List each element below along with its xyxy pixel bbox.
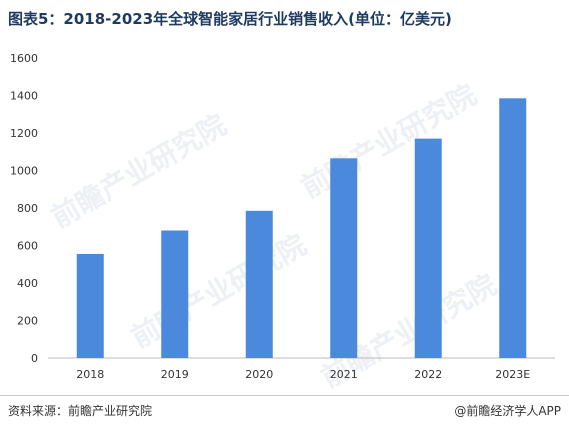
y-tick-label: 1600: [10, 52, 38, 65]
chart-title: 图表5：2018-2023年全球智能家居行业销售收入(单位：亿美元): [8, 10, 452, 28]
footer-divider: [0, 395, 569, 396]
bar-2021: [330, 158, 358, 358]
bar-2020: [245, 210, 273, 358]
y-tick-label: 1400: [10, 90, 38, 103]
bar-2018: [76, 253, 104, 358]
chart-area: 0 200 400 600 800 1000 1200 1400 1600 2018 2019 202…: [0, 40, 569, 390]
y-tick-label: 800: [17, 202, 38, 215]
bar-2022: [414, 138, 442, 358]
bar-chart: 0 200 400 600 800 1000 1200 1400 1600 2018 2019 202…: [10, 52, 555, 381]
y-tick-label: 0: [31, 352, 38, 365]
y-tick-label: 600: [17, 240, 38, 253]
x-tick-label: 2020: [245, 368, 273, 381]
brand-credit: @前瞻经济学人APP: [454, 404, 561, 418]
x-tick-label: 2022: [414, 368, 442, 381]
x-tick-label: 2019: [161, 368, 189, 381]
y-tick-label: 1000: [10, 165, 38, 178]
y-tick-label: 400: [17, 277, 38, 290]
x-tick-label: 2018: [76, 368, 104, 381]
source-note: 资料来源：前瞻产业研究院: [8, 404, 153, 418]
y-tick-label: 200: [17, 315, 38, 328]
x-tick-label: 2023E: [495, 368, 530, 381]
bar-2023E: [499, 98, 527, 358]
x-tick-label: 2021: [330, 368, 358, 381]
y-tick-label: 1200: [10, 127, 38, 140]
bar-2019: [161, 230, 189, 358]
